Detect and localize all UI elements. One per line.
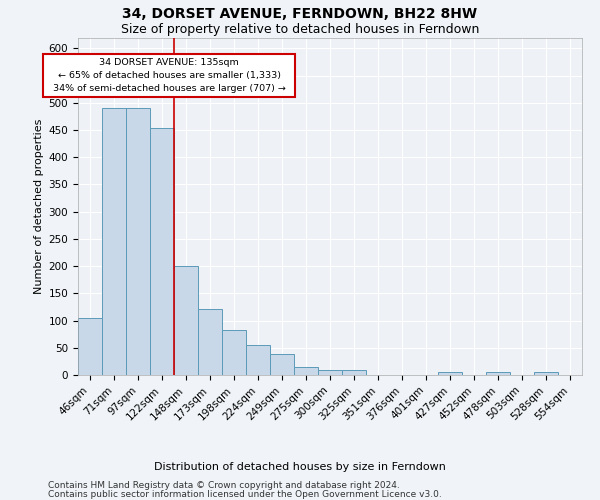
Bar bbox=[342, 370, 366, 375]
Y-axis label: Number of detached properties: Number of detached properties bbox=[34, 118, 44, 294]
Bar bbox=[198, 308, 222, 375]
Text: 34, DORSET AVENUE, FERNDOWN, BH22 8HW: 34, DORSET AVENUE, FERNDOWN, BH22 8HW bbox=[122, 8, 478, 22]
Bar bbox=[150, 128, 174, 375]
Bar bbox=[270, 354, 294, 375]
Bar bbox=[78, 318, 102, 375]
Bar bbox=[126, 108, 150, 375]
Bar bbox=[174, 266, 198, 375]
Bar bbox=[534, 372, 558, 375]
Bar bbox=[294, 367, 318, 375]
Bar bbox=[486, 372, 510, 375]
Text: Contains public sector information licensed under the Open Government Licence v3: Contains public sector information licen… bbox=[48, 490, 442, 499]
Text: Size of property relative to detached houses in Ferndown: Size of property relative to detached ho… bbox=[121, 22, 479, 36]
Bar bbox=[222, 330, 246, 375]
Text: 34 DORSET AVENUE: 135sqm  
  ← 65% of detached houses are smaller (1,333)  
  34: 34 DORSET AVENUE: 135sqm ← 65% of detach… bbox=[47, 58, 292, 93]
Bar bbox=[102, 108, 126, 375]
Text: Distribution of detached houses by size in Ferndown: Distribution of detached houses by size … bbox=[154, 462, 446, 472]
Bar bbox=[246, 345, 270, 375]
Bar bbox=[438, 372, 462, 375]
Bar bbox=[318, 370, 342, 375]
Text: Contains HM Land Registry data © Crown copyright and database right 2024.: Contains HM Land Registry data © Crown c… bbox=[48, 481, 400, 490]
